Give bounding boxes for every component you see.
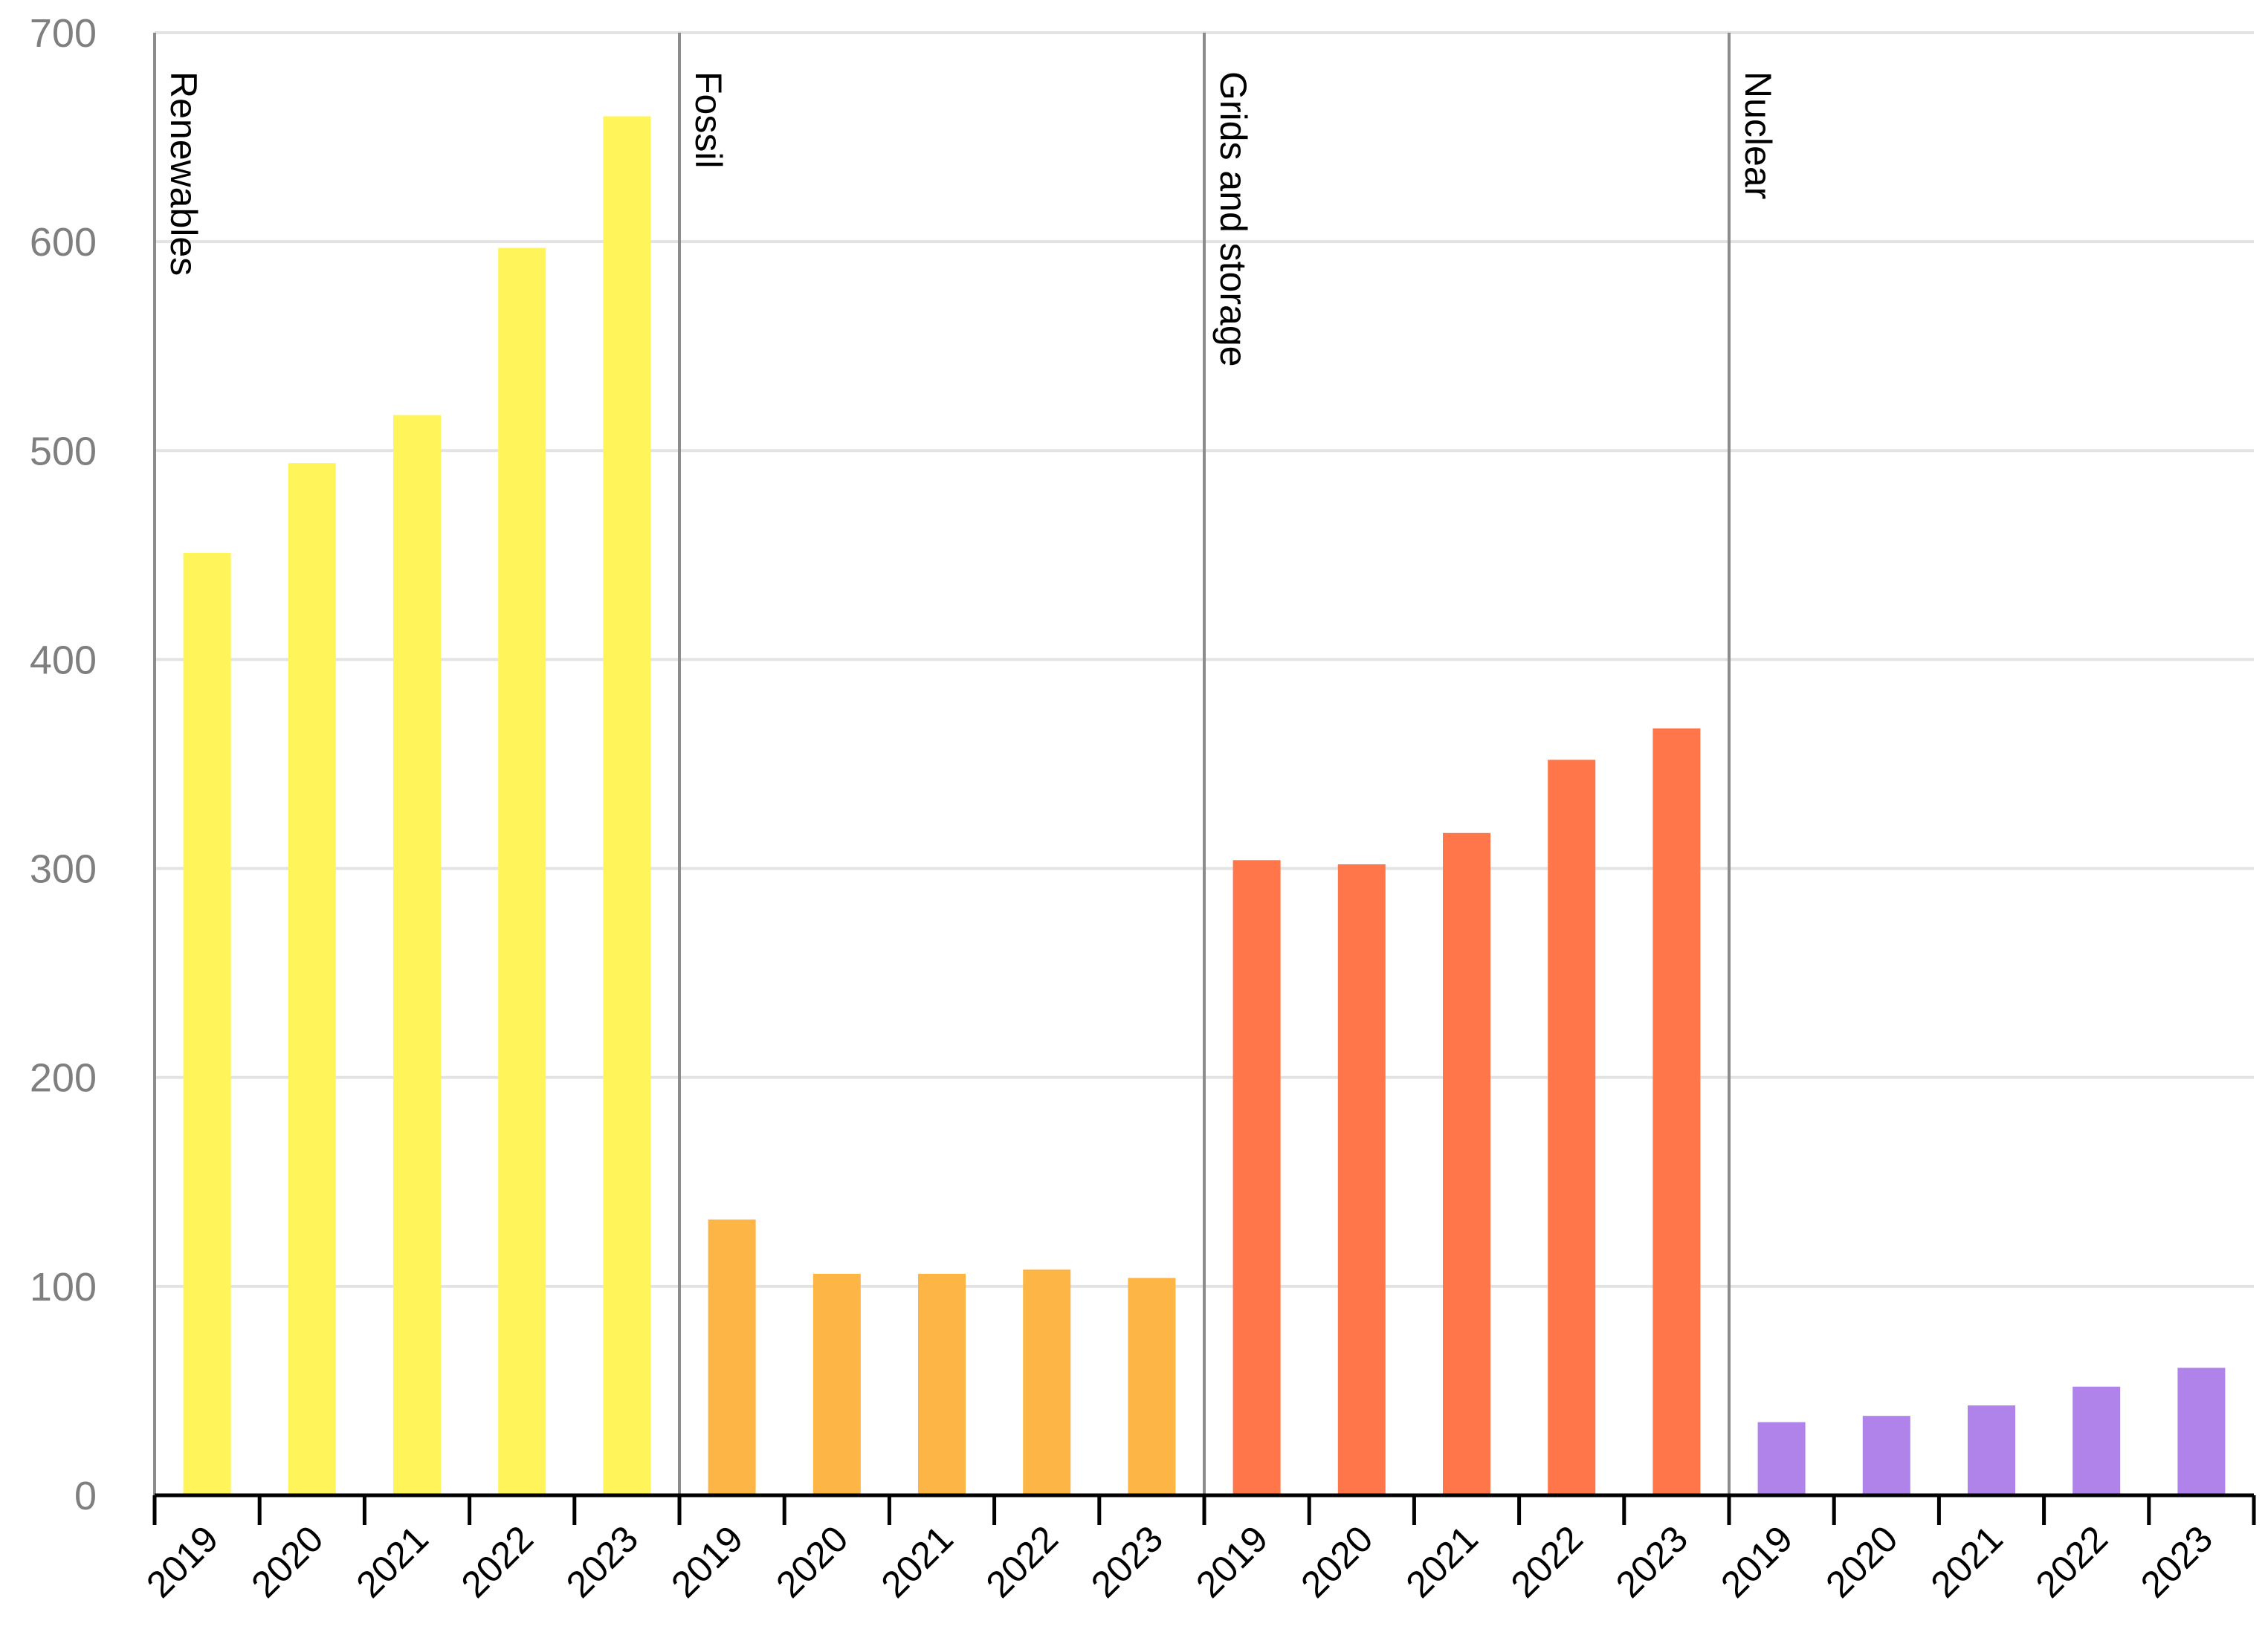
x-tick-label: 2022 xyxy=(453,1518,541,1605)
y-tick-label: 100 xyxy=(30,1265,97,1309)
group-label: Renewables xyxy=(163,71,204,276)
group-label: Fossil xyxy=(688,71,729,169)
bar-fossil-2021 xyxy=(918,1273,966,1495)
bar-nuclear-2020 xyxy=(1862,1416,1910,1495)
x-tick-label: 2019 xyxy=(1713,1518,1800,1605)
x-tick-label: 2020 xyxy=(1293,1518,1380,1605)
x-tick-label: 2021 xyxy=(1398,1518,1486,1605)
bar-nuclear-2019 xyxy=(1757,1422,1806,1495)
bar-fossil-2022 xyxy=(1023,1269,1071,1495)
y-axis-ticks: 0 100 200 300 400 500 600 700 xyxy=(30,11,97,1518)
x-tick-label: 2021 xyxy=(873,1518,961,1605)
y-tick-label: 500 xyxy=(30,429,97,473)
bar-renewables-2021 xyxy=(393,415,441,1495)
bar-renewables-2022 xyxy=(498,247,546,1495)
bar-grids-and-storage-2021 xyxy=(1443,832,1490,1495)
x-tick-label: 2022 xyxy=(978,1518,1066,1605)
y-tick-label: 300 xyxy=(30,847,97,892)
x-tick-label: 2022 xyxy=(2028,1518,2116,1605)
x-tick-label: 2019 xyxy=(663,1518,751,1605)
bar-nuclear-2022 xyxy=(2072,1386,2121,1495)
bar-fossil-2019 xyxy=(708,1219,756,1495)
y-tick-label: 600 xyxy=(30,220,97,265)
bar-renewables-2019 xyxy=(183,553,231,1496)
bar-grids-and-storage-2023 xyxy=(1652,728,1701,1495)
bar-renewables-2023 xyxy=(603,116,651,1495)
x-tick-label: 2020 xyxy=(768,1518,856,1605)
x-tick-label: 2021 xyxy=(1923,1518,2011,1605)
bars xyxy=(183,116,2226,1496)
bar-grids-and-storage-2022 xyxy=(1548,760,1596,1495)
y-tick-label: 400 xyxy=(30,638,97,682)
group-separators xyxy=(153,33,1731,1495)
x-tick-label: 2022 xyxy=(1503,1518,1591,1605)
x-tick-label: 2023 xyxy=(2133,1518,2220,1605)
group-label: Nuclear xyxy=(1737,71,1779,199)
bar-nuclear-2021 xyxy=(1968,1405,2015,1495)
x-tick-label: 2021 xyxy=(349,1518,436,1605)
bar-nuclear-2023 xyxy=(2177,1367,2226,1495)
bar-fossil-2020 xyxy=(812,1273,861,1495)
x-tick-label: 2019 xyxy=(138,1518,226,1605)
y-tick-label: 0 xyxy=(74,1474,97,1518)
y-tick-label: 200 xyxy=(30,1056,97,1101)
x-axis-ticks: 2019 2020 2021 2022 2023 2019 2020 2021 2022 2023… xyxy=(138,1518,2220,1605)
x-tick-label: 2019 xyxy=(1188,1518,1276,1605)
x-tick-label: 2023 xyxy=(1608,1518,1696,1605)
x-tick-label: 2023 xyxy=(558,1518,646,1605)
bar-fossil-2023 xyxy=(1128,1278,1176,1495)
x-tick-label: 2020 xyxy=(1818,1518,1905,1605)
x-axis xyxy=(152,1493,2256,1525)
bar-renewables-2020 xyxy=(288,463,336,1495)
group-label: Grids and storage xyxy=(1212,71,1254,366)
x-tick-label: 2020 xyxy=(243,1518,331,1605)
bar-grids-and-storage-2019 xyxy=(1232,860,1281,1495)
y-tick-label: 700 xyxy=(30,11,97,56)
x-tick-label: 2023 xyxy=(1083,1518,1171,1605)
bar-grids-and-storage-2020 xyxy=(1337,864,1386,1495)
group-labels: Renewables Fossil Grids and storage Nuclear xyxy=(163,71,1779,366)
